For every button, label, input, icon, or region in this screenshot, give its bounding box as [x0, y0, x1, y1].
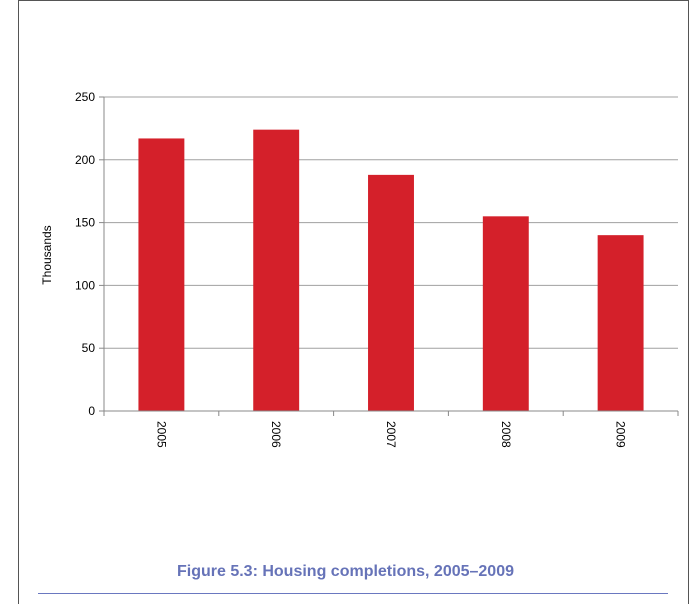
y-axis-label: Thousands	[40, 225, 54, 284]
bar-2007	[368, 174, 414, 411]
y-tick-label: 200	[75, 153, 95, 167]
x-tick-label: 2006	[269, 421, 283, 448]
x-tick-label: 2007	[384, 421, 398, 448]
bar-chart: 0 50 100 150 200 250 2005 2006 2007 2008 2009 Tho…	[40, 90, 679, 448]
bar-2008	[482, 216, 529, 411]
x-tick-label: 2005	[154, 421, 168, 448]
x-tick-label: 2009	[614, 421, 628, 448]
y-tick-label: 50	[82, 341, 96, 355]
figure-caption: Figure 5.3: Housing completions, 2005–20…	[177, 563, 514, 580]
bar-2006	[253, 129, 300, 411]
bar-2005	[138, 138, 185, 411]
x-tick-label: 2008	[499, 421, 513, 448]
axes	[99, 96, 679, 416]
bars	[138, 129, 644, 411]
caption-rule	[38, 593, 668, 594]
y-tick-label: 250	[75, 90, 95, 104]
bar-2009	[597, 235, 644, 411]
y-tick-label: 150	[75, 216, 95, 230]
x-tick-labels: 2005 2006 2007 2008 2009	[154, 421, 627, 448]
y-tick-label: 0	[88, 404, 95, 418]
figure-frame	[18, 0, 689, 604]
y-tick-label: 100	[75, 278, 95, 292]
y-tick-labels: 0 50 100 150 200 250	[75, 90, 95, 418]
